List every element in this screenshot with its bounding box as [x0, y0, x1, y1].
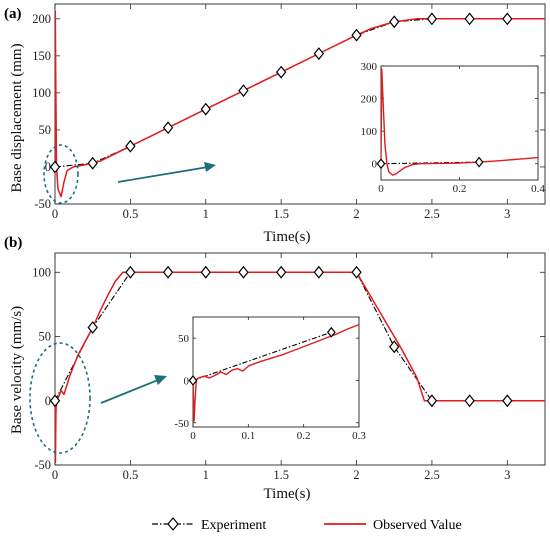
- experiment-point: [238, 84, 249, 98]
- experiment-point: [313, 265, 325, 279]
- panel-a-ytick-label: 50: [39, 123, 52, 137]
- inset-observed-line: [193, 323, 359, 422]
- inset-a-ytick-label: 200: [361, 94, 378, 106]
- experiment-point: [200, 102, 211, 116]
- legend-experiment-marker: [167, 517, 179, 531]
- inset-a-xtick-label: 0: [378, 183, 384, 195]
- panel-b-xtick-label: 1.5: [273, 468, 289, 482]
- experiment-point: [87, 156, 98, 170]
- experiment-point: [162, 121, 174, 135]
- experiment-point: [313, 47, 325, 61]
- experiment-point: [275, 65, 287, 79]
- panel-b-highlight-ellipse: [29, 342, 91, 454]
- inset-b-xtick-label: 0.3: [352, 430, 366, 442]
- panel-a: (a) Base displacement (mm) Time(s) 0 0.5 1…: [4, 3, 546, 245]
- inset-a-axes-box: [380, 65, 539, 181]
- inset-observed-line: [381, 68, 538, 176]
- panel-a-xtick-label: 1.5: [273, 207, 289, 221]
- inset-a-xtick-label: 0.2: [453, 183, 467, 195]
- experiment-point: [162, 265, 174, 279]
- panel-a-highlight-ellipse: [43, 144, 79, 204]
- experiment-point: [125, 265, 136, 279]
- inset-experiment-line: [193, 331, 332, 381]
- experiment-point: [426, 12, 438, 26]
- panel-a-ytick-label: 200: [32, 12, 51, 26]
- panel-b: (b) Base velocity (mm/s) Time(s) 0 0.5 1 1.…: [4, 235, 546, 502]
- inset-b-xtick-label: 0.1: [241, 430, 255, 442]
- inset-a-xtick-label: 0.4: [531, 183, 545, 195]
- panel-b-xtick-label: 0: [52, 468, 58, 482]
- experiment-point: [351, 28, 362, 42]
- inset-experiment-point: [474, 156, 484, 168]
- panel-b-ytick-label: 100: [32, 265, 51, 279]
- experiment-point: [464, 394, 475, 408]
- panel-b-xtick-label: 2.5: [424, 468, 440, 482]
- legend-observed-label: Observed Value: [373, 518, 462, 533]
- panel-a-ytick-label: 100: [32, 86, 51, 100]
- panel-a-xtick-label: 0: [52, 207, 58, 221]
- experiment-point: [238, 265, 249, 279]
- legend: Experiment Observed Value: [152, 517, 462, 533]
- experiment-point: [49, 160, 61, 174]
- inset-b-xtick-label: 0.2: [297, 430, 311, 442]
- panel-a-ytick-label: -50: [34, 197, 51, 211]
- experiment-point: [275, 265, 287, 279]
- panel-b-ytick-label: 0: [45, 394, 51, 408]
- panel-b-arrow: [100, 379, 159, 404]
- experiment-point: [464, 12, 475, 26]
- experiment-point: [502, 12, 513, 26]
- panel-a-xtick-label: 3: [504, 207, 510, 221]
- inset-experiment-point: [376, 158, 386, 170]
- inset-experiment-point: [188, 375, 198, 386]
- panel-b-label: (b): [4, 235, 22, 251]
- inset-a-ytick-label: 300: [361, 61, 378, 73]
- panel-a-xlabel: Time(s): [264, 229, 311, 245]
- panel-b-xtick-label: 0.5: [123, 468, 139, 482]
- panel-b-xtick-label: 3: [504, 468, 510, 482]
- experiment-point: [125, 139, 136, 153]
- panel-a-ytick-label: 0: [45, 160, 51, 174]
- panel-a-xtick-label: 1: [203, 207, 209, 221]
- panel-a-ytick-label: 150: [32, 49, 51, 63]
- panel-a-xtick-label: 2.5: [424, 207, 440, 221]
- series-observed-line: [55, 271, 545, 464]
- panel-a-ylabel: Base displacement (mm): [9, 43, 25, 192]
- experiment-point: [426, 394, 438, 408]
- experiment-point: [87, 321, 98, 334]
- panel-a-label: (a): [4, 6, 22, 22]
- panel-b-ytick-label: 50: [39, 330, 52, 344]
- inset-a-ytick-label: 0: [372, 159, 378, 171]
- panel-a-xtick-label: 0.5: [123, 207, 139, 221]
- inset-b-ytick-label: -50: [174, 418, 189, 430]
- inset-b-xtick-label: 0: [190, 430, 196, 442]
- panel-b-ytick-label: -50: [34, 458, 51, 472]
- panel-a-arrow: [117, 166, 209, 183]
- inset-b-ytick-label: 50: [178, 333, 190, 345]
- panel-b-arrowhead: [154, 375, 167, 385]
- experiment-point: [389, 15, 400, 29]
- panel-a-arrowhead: [204, 162, 216, 172]
- panel-b-xtick-label: 2: [353, 468, 359, 482]
- legend-experiment-label: Experiment: [201, 518, 266, 533]
- inset-a-ytick-label: 100: [361, 126, 378, 138]
- panel-b-ylabel: Base velocity (mm/s): [9, 306, 25, 434]
- panel-b-xtick-label: 1: [203, 468, 209, 482]
- experiment-point: [49, 394, 61, 408]
- panel-b-xlabel: Time(s): [264, 486, 311, 502]
- panel-a-xtick-label: 2: [353, 207, 359, 221]
- experiment-point: [351, 265, 362, 279]
- experiment-point: [389, 340, 400, 354]
- inset-experiment-point: [326, 326, 336, 338]
- inset-b-ytick-label: 0: [184, 375, 190, 387]
- experiment-point: [200, 265, 211, 279]
- experiment-point: [502, 394, 513, 408]
- panel-a-inset: 0 0.2 0.4 0 100 200 300: [361, 61, 546, 195]
